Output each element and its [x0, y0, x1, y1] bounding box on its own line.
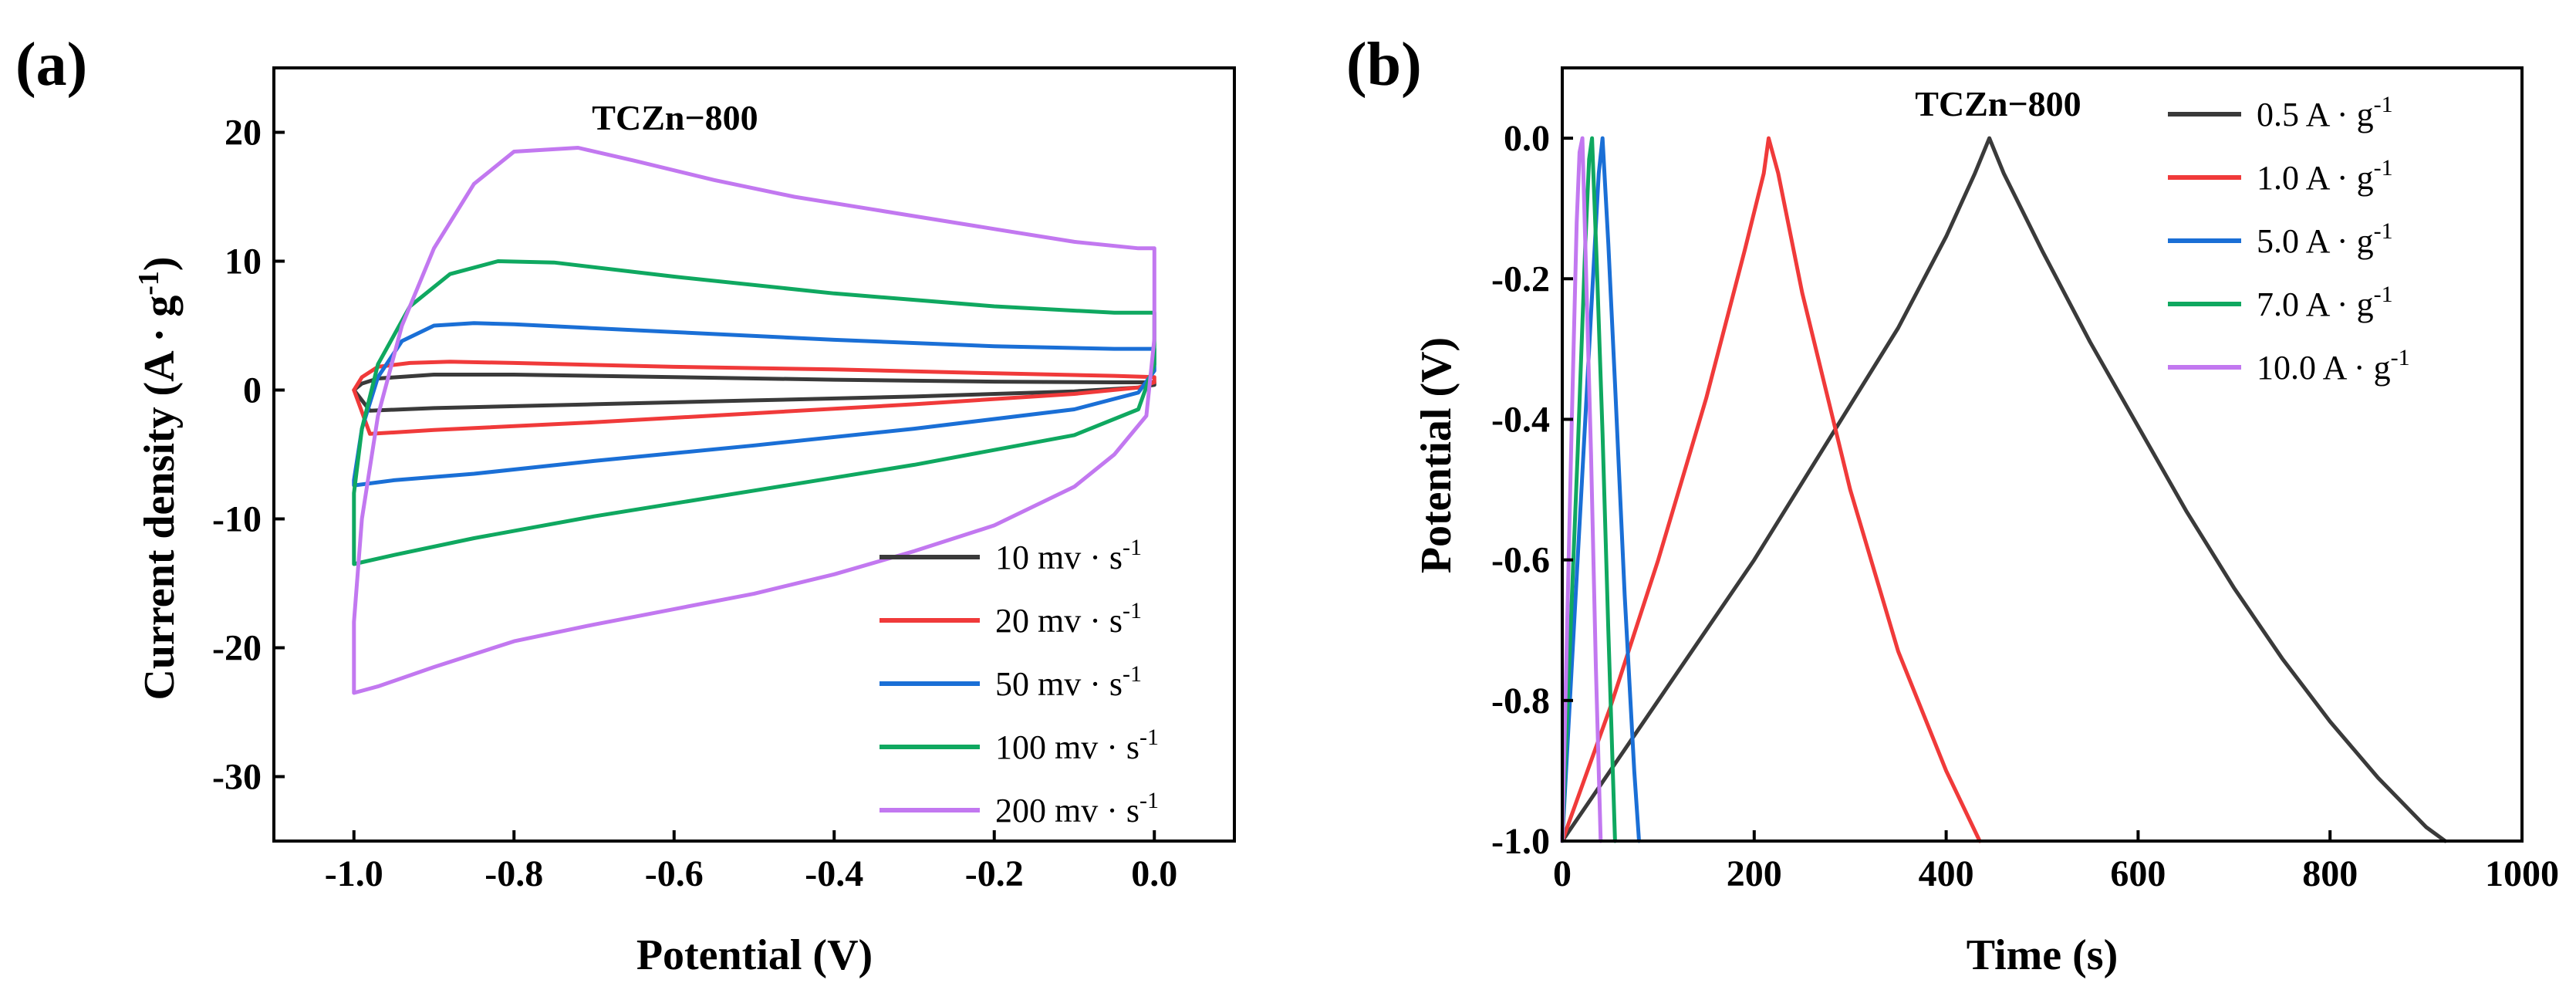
panel-a-x-tick-label: -0.2: [965, 853, 1024, 894]
panel-b-x-ticks: 0 200 400 600 800 1000: [1553, 830, 2559, 894]
panel-a-legend-label-3: 100 mv · s-1: [995, 725, 1159, 766]
panel-b-series: [1560, 136, 2447, 843]
legend-label-sup: -1: [1123, 598, 1142, 623]
panel-b-legend-label-2: 5.0 A · g-1: [2257, 218, 2393, 260]
panel-a-y-axis-title-sup: -1: [133, 271, 165, 296]
panel-b-legend: 0.5 A · g-11.0 A · g-15.0 A · g-17.0 A ·…: [2168, 92, 2410, 387]
panel-b-frame: [1561, 66, 2524, 843]
legend-label-text: 7.0 A · g: [2257, 285, 2374, 323]
panel-a-x-tick-label: 0.0: [1131, 853, 1177, 894]
panel-a-legend-label-1: 20 mv · s-1: [995, 598, 1142, 640]
panel-b-y-ticks: -1.0 -0.8 -0.6 -0.4 -0.2 0.0: [1491, 118, 1573, 862]
legend-label-text: 10 mv · s: [995, 539, 1123, 576]
panel-a-series-line-3: [352, 259, 1156, 566]
legend-label-sup: -1: [2391, 345, 2410, 370]
panel-b-series-line-3: [1560, 136, 1617, 843]
panel-a-series-line-4: [352, 146, 1156, 695]
panel-a-series-line-1: [352, 360, 1156, 436]
panel-b-x-tick-label: 600: [2110, 853, 2166, 894]
panel-a-x-tick-label: -0.6: [645, 853, 704, 894]
panel-a-legend-label-0: 10 mv · s-1: [995, 535, 1142, 576]
legend-label-text: 100 mv · s: [995, 728, 1139, 766]
panel-a-legend-label-4: 200 mv · s-1: [995, 788, 1159, 829]
panel-b-x-tick-label: 0: [1553, 853, 1572, 894]
legend-label-sup: -1: [1139, 788, 1159, 813]
panel-a-label: (a): [15, 31, 87, 99]
panel-b-y-axis-title: Potential (V): [1413, 337, 1460, 573]
panel-b-x-tick-label: 1000: [2485, 853, 2559, 894]
panel-b-x-tick-label: 400: [1919, 853, 1974, 894]
panel-b-y-tick-label: -0.8: [1491, 681, 1550, 721]
panel-a-x-tick-label: -0.4: [805, 853, 863, 894]
panel-a-series-line-2: [352, 321, 1156, 488]
legend-label-sup: -1: [2374, 282, 2393, 307]
panel-a-frame: [272, 66, 1236, 843]
panel-b-legend-label-4: 10.0 A · g-1: [2257, 345, 2410, 387]
panel-b-series-line-0: [1560, 136, 2447, 843]
panel-b-x-tick-label: 200: [1727, 853, 1782, 894]
panel-b-legend-label-3: 7.0 A · g-1: [2257, 282, 2393, 323]
panel-b-series-line-2: [1560, 136, 1641, 843]
legend-label-text: 0.5 A · g: [2257, 96, 2374, 133]
legend-label-text: 1.0 A · g: [2257, 159, 2374, 197]
panel-a: (a) -1.0 -0.8 -0.6 -0.4 -0.2 0.0 -30 -20 -10 0 10…: [15, 31, 1236, 979]
panel-a-y-tick-label: -10: [212, 499, 262, 540]
panel-b-y-tick-label: -1.0: [1491, 821, 1550, 862]
panel-a-x-tick-label: -1.0: [325, 853, 383, 894]
legend-label-sup: -1: [2374, 92, 2393, 117]
panel-a-y-axis-title-close: ): [136, 256, 184, 271]
panel-a-x-axis-title: Potential (V): [636, 931, 873, 979]
panel-b-x-tick-label: 800: [2302, 853, 2358, 894]
legend-label-sup: -1: [2374, 218, 2393, 244]
panel-b-label: (b): [1346, 31, 1422, 99]
panel-a-x-tick-label: -0.8: [484, 853, 543, 894]
panel-a-y-tick-label: 20: [225, 113, 262, 154]
panel-a-y-ticks: -30 -20 -10 0 10 20: [212, 113, 285, 798]
panel-b-y-tick-label: 0.0: [1504, 118, 1550, 159]
panel-a-y-tick-label: -20: [212, 628, 262, 669]
panel-b-legend-label-1: 1.0 A · g-1: [2257, 155, 2393, 197]
panel-b-y-tick-label: -0.6: [1491, 540, 1550, 581]
panel-a-series: [352, 146, 1156, 695]
legend-label-sup: -1: [1139, 725, 1159, 750]
panel-b-y-tick-label: -0.2: [1491, 258, 1550, 299]
panel-b-title: TCZn−800: [1915, 84, 2081, 123]
panel-a-series-line-0: [352, 373, 1156, 413]
legend-label-sup: -1: [1123, 661, 1142, 687]
panel-a-legend-label-2: 50 mv · s-1: [995, 661, 1142, 703]
panel-a-y-tick-label: 10: [225, 242, 262, 282]
panel-a-y-tick-label: -30: [212, 757, 262, 798]
panel-a-y-axis-title: Current density (A · g-1): [133, 256, 184, 700]
panel-a-title: TCZn−800: [592, 98, 758, 137]
panel-b-x-axis-title: Time (s): [1967, 931, 2119, 979]
panel-b-y-tick-label: -0.4: [1491, 399, 1550, 440]
legend-label-text: 200 mv · s: [995, 792, 1139, 829]
panel-a-y-axis-title-main: Current density (A · g: [136, 296, 184, 701]
panel-b: (b) 0 200 400 600 800 1000 -1.0 -0.8 -0.6 -0.4 -0…: [1346, 31, 2559, 979]
legend-label-text: 5.0 A · g: [2257, 222, 2374, 260]
panel-b-legend-label-0: 0.5 A · g-1: [2257, 92, 2393, 133]
legend-label-text: 50 mv · s: [995, 665, 1123, 703]
panel-b-series-line-4: [1560, 136, 1603, 843]
panel-a-y-tick-label: 0: [243, 370, 262, 411]
legend-label-sup: -1: [2374, 155, 2393, 181]
panel-a-x-ticks: -1.0 -0.8 -0.6 -0.4 -0.2 0.0: [325, 830, 1177, 894]
panel-b-series-line-1: [1560, 136, 1982, 843]
legend-label-sup: -1: [1123, 535, 1142, 560]
legend-label-text: 20 mv · s: [995, 602, 1123, 640]
legend-label-text: 10.0 A · g: [2257, 349, 2391, 387]
